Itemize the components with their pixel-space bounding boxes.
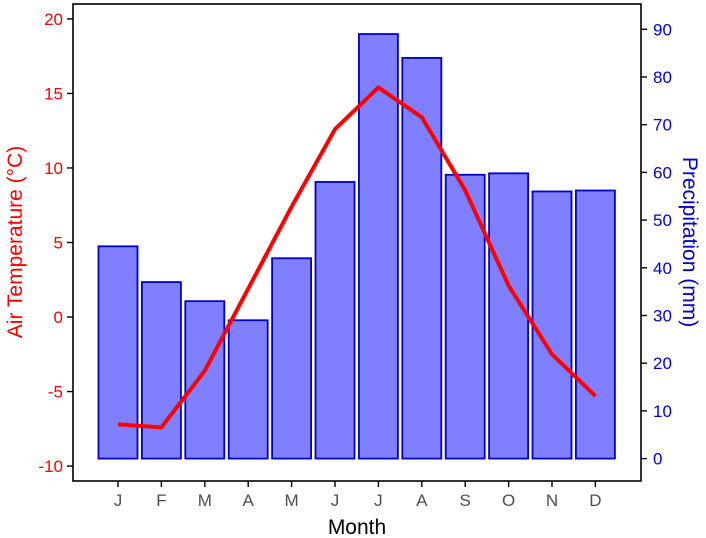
right-tick-label-5: 50: [653, 211, 672, 230]
precipitation-bar-5: [271, 257, 313, 460]
x-tick-label-3: A: [243, 491, 255, 510]
precipitation-bar-8: [401, 57, 443, 460]
right-tick-label-3: 30: [653, 306, 672, 325]
precipitation-bar-1: [97, 245, 139, 460]
right-tick-label-6: 60: [653, 163, 672, 182]
x-axis-title: Month: [328, 516, 386, 538]
right-axis: 0 10 20 30 40 50 60 70 80 90: [641, 20, 672, 469]
x-tick-label-9: O: [502, 491, 515, 510]
precipitation-bar-12: [575, 189, 616, 460]
x-tick-label-4: M: [285, 491, 299, 510]
precipitation-bar-10: [488, 172, 530, 460]
left-axis: -10 -5 0 5 10 15 20: [38, 10, 73, 476]
x-tick-label-1: F: [156, 491, 166, 510]
right-tick-label-7: 70: [653, 116, 672, 135]
left-tick-label-3: 5: [54, 234, 63, 253]
right-axis-title: Precipitation (mm): [678, 157, 701, 327]
x-tick-label-8: S: [460, 491, 471, 510]
right-tick-label-2: 20: [653, 354, 672, 373]
x-tick-label-0: J: [114, 491, 123, 510]
temperature-line: [117, 85, 597, 430]
right-tick-label-4: 40: [653, 259, 672, 278]
x-tick-label-5: J: [331, 491, 340, 510]
temperature-line-group: [117, 85, 597, 430]
left-axis-title: Air Temperature (°C): [4, 146, 27, 338]
precipitation-bar-4: [227, 319, 269, 460]
x-tick-label-2: M: [198, 491, 212, 510]
precipitation-bar-3: [184, 300, 226, 460]
left-tick-label-6: 20: [44, 10, 63, 29]
left-tick-label-0: -10: [38, 457, 63, 476]
right-tick-label-9: 90: [653, 20, 672, 39]
x-tick-label-7: A: [416, 491, 428, 510]
precipitation-bar-7: [357, 33, 399, 460]
right-tick-label-8: 80: [653, 68, 672, 87]
precipitation-bars: [97, 33, 616, 460]
x-tick-label-10: N: [546, 491, 558, 510]
precipitation-bar-11: [531, 190, 573, 460]
left-tick-label-4: 10: [44, 159, 63, 178]
right-tick-label-0: 0: [653, 450, 662, 469]
x-tick-label-11: D: [589, 491, 601, 510]
precipitation-bar-2: [140, 281, 182, 460]
precipitation-bar-6: [314, 181, 356, 460]
left-tick-label-5: 15: [44, 84, 63, 103]
left-tick-label-1: -5: [48, 383, 63, 402]
left-tick-label-2: 0: [54, 308, 63, 327]
right-tick-label-1: 10: [653, 402, 672, 421]
x-tick-label-6: J: [374, 491, 383, 510]
